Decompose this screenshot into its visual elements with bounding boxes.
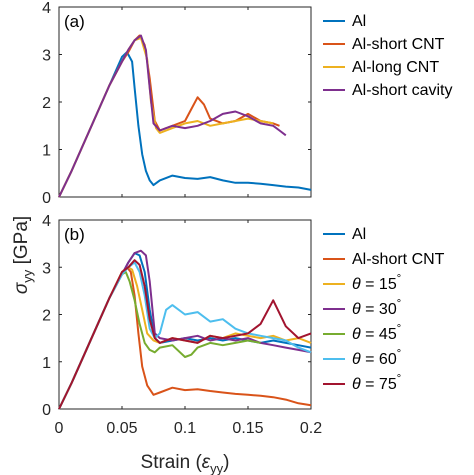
x-tick-label: 0.1 bbox=[174, 420, 196, 437]
series-line-0 bbox=[58, 51, 312, 198]
panel-b: 0 1 2 3 4 0 0.05 0.1 0.15 0.2 (b) Al Al-short CNT θ =… bbox=[42, 213, 445, 437]
series-line-0 bbox=[58, 252, 312, 410]
legend-entry: θ = 45° bbox=[352, 323, 401, 343]
y-axis-label-units: [GPa] bbox=[11, 216, 32, 270]
panel-label: (a) bbox=[64, 12, 85, 31]
y-tick-label: 0 bbox=[42, 402, 51, 419]
y-tick-label: 1 bbox=[42, 143, 51, 160]
legend-entry: Al-short cavity bbox=[352, 82, 452, 99]
x-axis-label: Strain (εyy) bbox=[141, 452, 230, 475]
series-line-3 bbox=[58, 34, 287, 198]
panel-a: 0 1 2 3 4 (a) Al Al-short CNT Al-long CNT Al-shor… bbox=[42, 0, 452, 207]
legend-entry: θ = 15° bbox=[352, 273, 401, 293]
y-tick-label: 4 bbox=[42, 213, 51, 230]
x-tick-label: 0.15 bbox=[232, 420, 263, 437]
y-axis-label: σyy [GPa] bbox=[11, 216, 35, 294]
legend-entry: Al-short CNT bbox=[352, 36, 445, 53]
svg-text:σyy [GPa]: σyy [GPa] bbox=[11, 216, 35, 294]
x-axis-label-symbol: ε bbox=[202, 452, 211, 473]
x-axis-label-text: Strain ( bbox=[141, 452, 203, 473]
y-tick-label: 3 bbox=[42, 260, 51, 277]
y-tick-label: 4 bbox=[42, 0, 51, 17]
legend-entry: θ = 30° bbox=[352, 298, 401, 318]
series-line-3 bbox=[58, 249, 312, 410]
plot-frame bbox=[58, 6, 312, 198]
legend-entry: Al-short CNT bbox=[352, 251, 445, 268]
legend-entry: Al bbox=[352, 13, 366, 30]
x-tick-label: 0.2 bbox=[300, 420, 322, 437]
panel-label: (b) bbox=[64, 225, 85, 244]
y-tick-label: 3 bbox=[42, 48, 51, 65]
series-line-6 bbox=[58, 259, 312, 410]
y-tick-label: 2 bbox=[42, 308, 51, 325]
legend-entry: Al bbox=[352, 226, 366, 243]
x-tick-label: 0 bbox=[55, 420, 64, 437]
x-tick-label: 0.05 bbox=[106, 420, 137, 437]
y-axis-label-subscript: yy bbox=[20, 269, 35, 283]
y-axis-label-symbol: σ bbox=[11, 281, 32, 294]
y-tick-label: 1 bbox=[42, 355, 51, 372]
legend-entry: θ = 75° bbox=[352, 373, 401, 393]
legend-entry: Al-long CNT bbox=[352, 59, 439, 76]
x-axis-label-close: ) bbox=[223, 452, 229, 473]
y-tick-label: 0 bbox=[42, 190, 51, 207]
legend-entry: θ = 60° bbox=[352, 348, 401, 368]
x-axis-label-subscript: yy bbox=[210, 461, 224, 475]
y-tick-label: 2 bbox=[42, 95, 51, 112]
